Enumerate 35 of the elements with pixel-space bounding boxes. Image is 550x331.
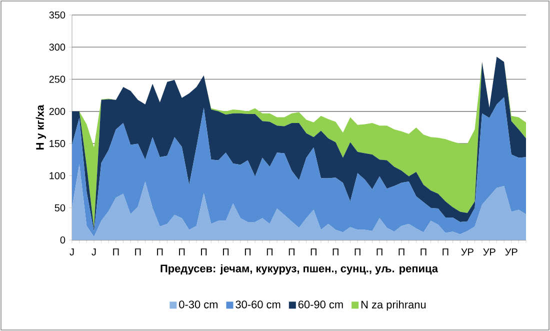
x-tick-label: П	[420, 248, 426, 256]
x-tick-label: П	[266, 248, 273, 256]
x-tick-label: УР	[461, 248, 474, 256]
x-tick-label: П	[288, 248, 294, 256]
x-tick-label: П	[310, 248, 316, 256]
y-tick-label: 0	[60, 236, 66, 244]
y-tick-label: 350	[49, 11, 66, 19]
x-tick-label: Ј	[92, 248, 96, 256]
legend-label: N za prihranu	[361, 300, 426, 311]
legend-label: 0-30 cm	[179, 300, 218, 308]
x-tick-label: П	[398, 248, 404, 256]
y-tick-label: 100	[50, 172, 66, 180]
y-tick-label: 200	[49, 108, 66, 115]
x-tick-label: Ј	[70, 248, 74, 256]
x-tick-label: П	[442, 248, 448, 256]
x-tick-label: П	[332, 248, 338, 256]
x-tick-label: П	[244, 248, 251, 256]
x-tick-label: П	[201, 248, 207, 256]
x-tick-label: П	[179, 248, 185, 256]
x-tick-label: П	[222, 248, 229, 256]
y-tick-label: 300	[49, 44, 66, 51]
y-tick-label: 250	[49, 76, 66, 83]
x-tick-label: П	[157, 248, 163, 256]
x-axis-title: Предусев: јечам, кукуруз, пшен., сунц., уљ. репица	[160, 264, 438, 275]
legend-label: 30-60 cm	[236, 300, 280, 308]
x-tick-label: УР	[505, 248, 518, 256]
y-tick-label: 50	[54, 204, 66, 212]
x-tick-label: П	[113, 248, 119, 256]
x-tick-label: П	[354, 248, 360, 256]
x-tick-label: УР	[483, 248, 496, 256]
y-tick-label: 150	[50, 140, 66, 148]
legend-label: 60-90 cm	[298, 300, 343, 308]
x-tick-label: П	[135, 248, 141, 256]
x-tick-label: П	[376, 248, 382, 256]
y-axis-title: Н у кг/ха	[36, 104, 46, 150]
